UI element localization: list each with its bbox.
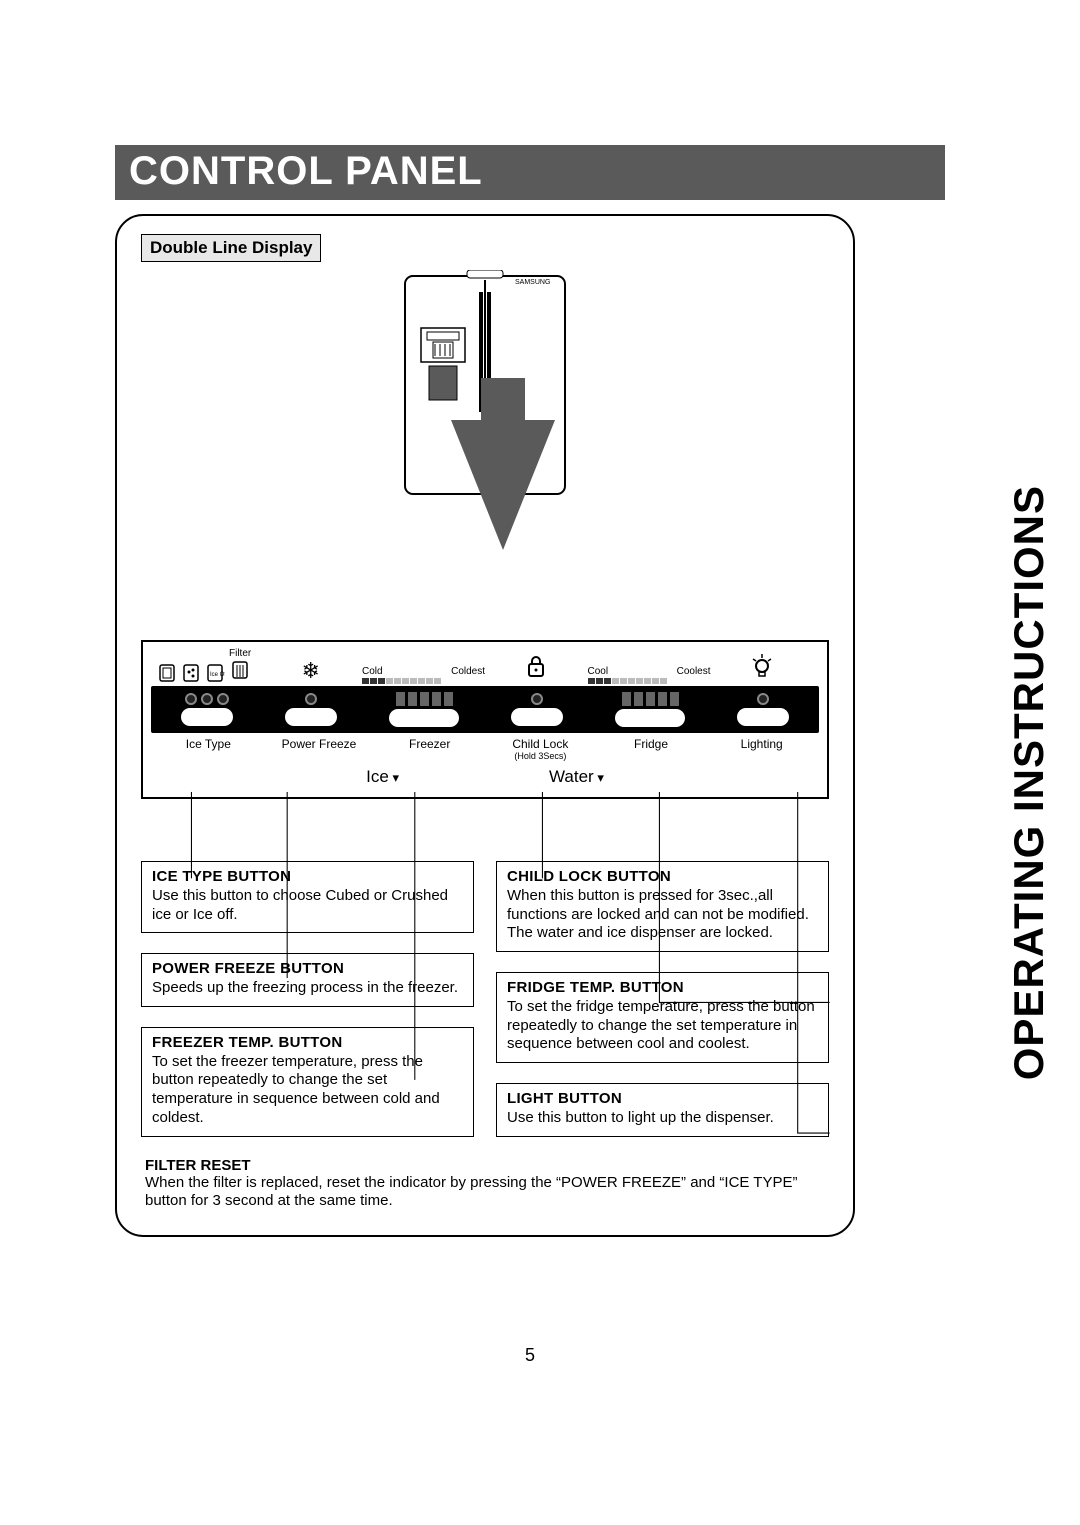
cubed-ice-icon (157, 662, 177, 684)
page-number: 5 (115, 1345, 945, 1366)
button-bar (151, 686, 819, 733)
svg-text:Ice Off: Ice Off (210, 672, 225, 678)
arrow-icon (451, 420, 555, 550)
coolest-label: Coolest (677, 666, 711, 677)
fridge-illustration: SAMSUNG (141, 270, 829, 560)
fridge-temp-button[interactable] (615, 709, 685, 727)
freezer-scale (362, 678, 485, 684)
filter-label: Filter (229, 648, 251, 659)
light-description: LIGHT BUTTON Use this button to light up… (496, 1083, 829, 1137)
svg-text:SAMSUNG: SAMSUNG (515, 279, 550, 286)
lighting-button[interactable] (737, 708, 789, 726)
double-line-display-badge: Double Line Display (141, 234, 321, 262)
water-dispense-label: Water (549, 767, 604, 787)
lighting-label: Lighting (706, 737, 817, 761)
page-title: CONTROL PANEL (115, 145, 945, 200)
power-freeze-label: Power Freeze (264, 737, 375, 761)
descriptions: ICE TYPE BUTTON Use this button to choos… (141, 861, 829, 1137)
ice-type-button[interactable] (181, 708, 233, 726)
ice-type-label: Ice Type (153, 737, 264, 761)
freezer-temp-description: FREEZER TEMP. BUTTON To set the freezer … (141, 1027, 474, 1137)
crushed-ice-icon (181, 662, 201, 684)
lock-icon (485, 654, 588, 684)
cold-label: Cold (362, 666, 383, 677)
light-icon (711, 652, 814, 684)
section-label: OPERATING INSTRUCTIONS (1005, 485, 1053, 1080)
child-lock-label: Child Lock(Hold 3Secs) (485, 737, 596, 761)
coldest-label: Coldest (451, 666, 485, 677)
freezer-label: Freezer (374, 737, 485, 761)
fridge-scale (588, 678, 711, 684)
child-lock-description: CHILD LOCK BUTTON When this button is pr… (496, 861, 829, 952)
fridge-label: Fridge (596, 737, 707, 761)
filter-icon (230, 659, 250, 681)
freezer-temp-button[interactable] (389, 709, 459, 727)
ice-off-icon: Ice Off (205, 662, 225, 684)
filter-reset-description: FILTER RESET When the filter is replaced… (141, 1157, 829, 1212)
snowflake-icon: ❄ (260, 658, 363, 684)
power-freeze-button[interactable] (285, 708, 337, 726)
ice-dispense-label: Ice (366, 767, 399, 787)
cool-label: Cool (588, 666, 609, 677)
fridge-temp-description: FRIDGE TEMP. BUTTON To set the fridge te… (496, 972, 829, 1063)
ice-type-description: ICE TYPE BUTTON Use this button to choos… (141, 861, 474, 933)
child-lock-button[interactable] (511, 708, 563, 726)
control-panel: Ice Off Filter ❄ Cold Coldest (141, 640, 829, 799)
power-freeze-description: POWER FREEZE BUTTON Speeds up the freezi… (141, 953, 474, 1007)
content-frame: Double Line Display SAMSUNG (115, 214, 855, 1237)
